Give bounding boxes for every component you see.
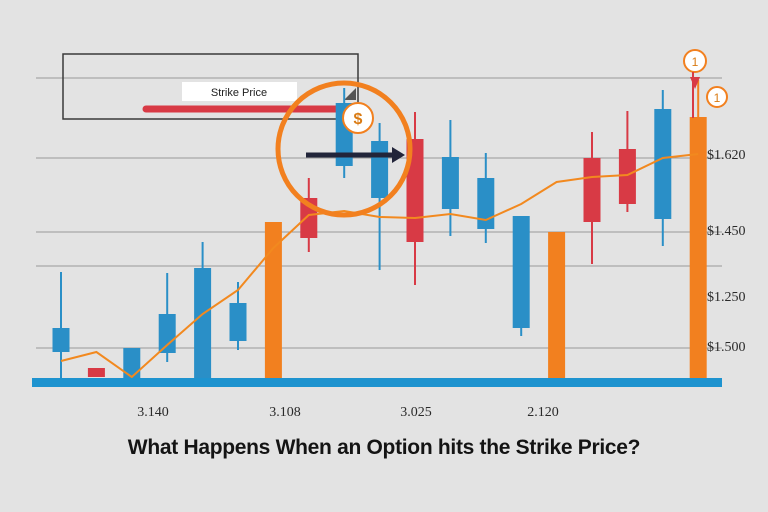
candle-body <box>406 139 424 242</box>
trend-line <box>60 153 699 379</box>
candle-body <box>229 303 247 341</box>
candle-body <box>52 328 70 352</box>
x-tick-label: 3.108 <box>269 405 301 420</box>
x-axis-labels: 3.140 3.108 3.025 2.120 <box>137 405 559 420</box>
marker-badge-number: 1 <box>714 91 721 105</box>
y-tick-label: $1.620 <box>707 148 746 163</box>
candle-body <box>618 149 636 204</box>
candles <box>52 80 707 378</box>
candle-body <box>477 178 495 229</box>
candle-body <box>194 268 212 378</box>
candle-body <box>441 157 459 209</box>
callout-notch <box>344 88 356 100</box>
x-tick-label: 2.120 <box>527 405 559 420</box>
dollar-badge: $ <box>342 102 374 134</box>
volume-bar <box>689 117 707 378</box>
y-tick-label: $1.250 <box>707 290 746 305</box>
strike-arrow-head <box>392 147 405 163</box>
marker-badge-top: 1 <box>683 49 707 118</box>
chart-caption: What Happens When an Option hits the Str… <box>127 436 641 459</box>
candle-body <box>158 314 176 353</box>
candle-body <box>123 348 141 378</box>
y-tick-label: $1.450 <box>707 224 746 239</box>
candle-body <box>583 158 601 222</box>
candle-body <box>87 368 105 377</box>
marker-badge-side: 1 <box>706 86 728 108</box>
strike-price-label-box <box>182 82 297 101</box>
y-tick-label: $1.500 <box>707 340 746 355</box>
candle-body <box>654 109 672 219</box>
x-tick-label: 3.025 <box>400 405 432 420</box>
y-axis-labels: $1.620 $1.450 $1.250 $1.500 <box>707 148 746 355</box>
dollar-badge-circle <box>342 102 374 134</box>
x-tick-label: 3.140 <box>137 405 169 420</box>
volume-bar <box>264 222 282 378</box>
candle-body <box>512 216 530 328</box>
marker-badge-circle <box>683 49 707 73</box>
volume-bar <box>548 232 566 378</box>
marker-badge-number: 1 <box>692 55 699 69</box>
strike-price-callout: Strike Price <box>62 53 359 120</box>
dollar-icon: $ <box>354 111 363 128</box>
strike-price-label: Strike Price <box>211 87 267 99</box>
x-axis-baseline <box>32 378 722 387</box>
marker-badge-circle <box>706 86 728 108</box>
highlight-circle <box>275 80 413 218</box>
candle-body <box>371 141 389 198</box>
candlestick-chart: Strike Price $ 1 1 $1.620 $1.450 $1.2 <box>32 49 746 420</box>
